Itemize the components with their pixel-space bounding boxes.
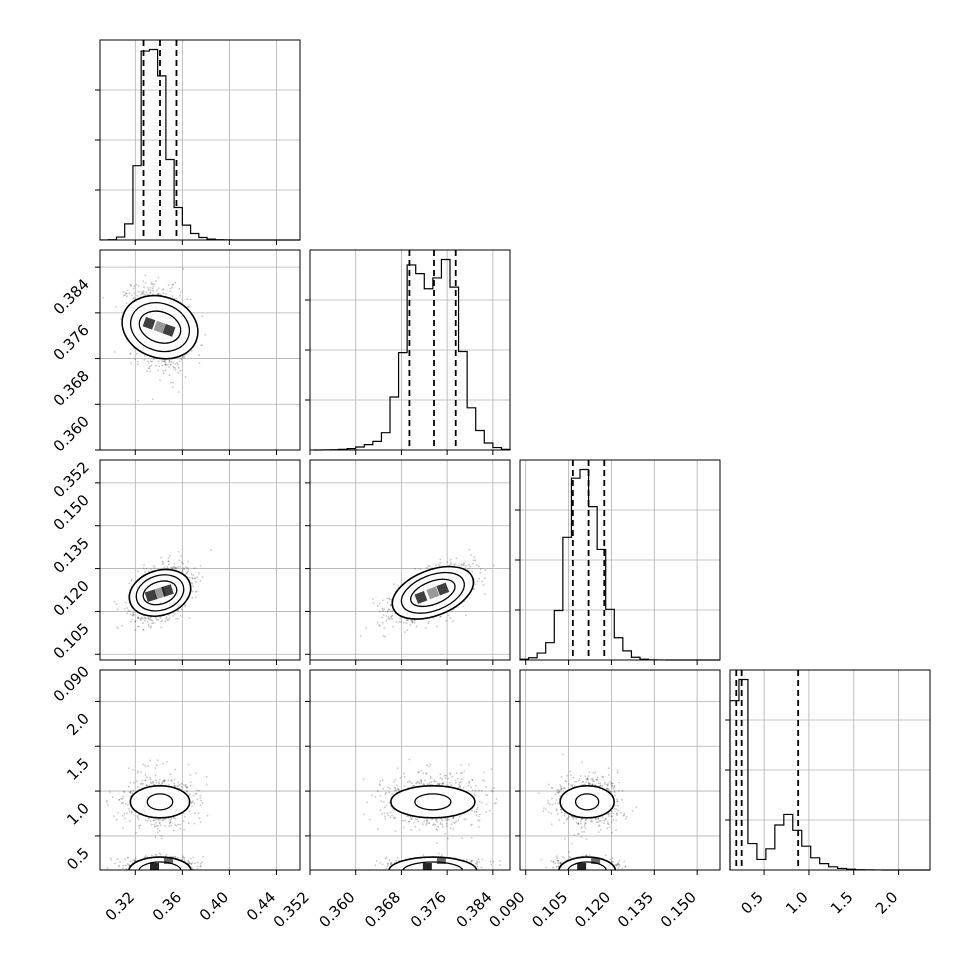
contour-outer [129, 785, 191, 819]
density-cell [162, 323, 176, 337]
density-cell [142, 316, 156, 330]
y-tick-label: 0.360 [50, 412, 93, 455]
density-cell [414, 590, 428, 604]
histogram-steps [312, 258, 511, 451]
contour-inner [567, 861, 607, 870]
contour-inner [142, 580, 178, 606]
histogram-steps [729, 678, 930, 871]
y-tick-label: 0.120 [50, 577, 93, 620]
grid-lines [520, 460, 720, 660]
x-tick-label: 0.384 [453, 888, 496, 931]
panel-frame [519, 459, 721, 661]
grid-lines [310, 670, 510, 870]
grid-lines [100, 40, 300, 240]
density-cell [150, 863, 159, 870]
histogram-panel [95, 39, 301, 245]
y-tick-label: 0.090 [50, 662, 93, 705]
density-cell [153, 320, 167, 334]
grid-lines [100, 460, 300, 660]
contour-inner [146, 793, 174, 811]
contour-outer [558, 856, 617, 870]
contour-outer [390, 785, 476, 819]
grid-lines [100, 670, 300, 870]
panel-frame [99, 39, 301, 241]
x-tick-label: 0.090 [485, 888, 528, 931]
density-cell [144, 589, 158, 602]
grid-lines [730, 670, 930, 870]
histogram-steps [519, 468, 720, 661]
density-panel [99, 459, 301, 661]
density-cell [422, 863, 432, 870]
grid-lines [520, 670, 720, 870]
x-tick-label: 0.36 [149, 888, 185, 924]
panel-frame [309, 249, 511, 451]
y-tick-label: 2.0 [63, 709, 93, 739]
y-tick-label: 1.0 [63, 799, 93, 829]
density-panel [309, 459, 511, 661]
panel-frame [99, 249, 301, 451]
y-tick-label: 0.384 [50, 275, 93, 318]
y-tick-label: 0.352 [50, 458, 93, 501]
x-tick-label: 0.5 [737, 888, 767, 918]
grid-lines [310, 460, 510, 660]
contour-inner [409, 578, 456, 608]
histogram-panel [305, 249, 511, 455]
x-tick-label: 1.0 [782, 888, 812, 918]
contour-inner [414, 793, 452, 811]
x-tick-label: 0.376 [407, 888, 450, 931]
contour-inner [402, 861, 464, 870]
density-cell [153, 586, 167, 600]
y-tick-label: 0.368 [50, 367, 93, 410]
contour-inner [138, 861, 182, 870]
y-tick-label: 0.5 [63, 844, 93, 874]
contour-inner [574, 793, 600, 811]
contour-middle [400, 571, 465, 614]
x-tick-label: 0.32 [102, 888, 138, 924]
contour-inner [138, 310, 182, 344]
panel-frame [309, 669, 511, 871]
density-panel [309, 669, 511, 871]
x-tick-label: 0.150 [657, 888, 700, 931]
x-tick-label: 0.40 [196, 888, 232, 924]
x-tick-label: 2.0 [872, 888, 902, 918]
x-tick-label: 0.360 [315, 888, 358, 931]
density-cell [161, 584, 174, 597]
y-tick-label: 0.135 [50, 534, 93, 577]
x-tick-label: 0.135 [614, 888, 657, 931]
density-panel [99, 669, 301, 871]
panel-frame [729, 669, 931, 871]
histogram-panel [515, 459, 721, 665]
x-tick-label: 0.120 [571, 888, 614, 931]
panel-frame [309, 459, 511, 661]
density-cell [426, 586, 440, 600]
x-tick-label: 0.368 [361, 888, 404, 931]
x-tick-label: 1.5 [827, 888, 857, 918]
x-tick-label: 0.105 [528, 888, 571, 931]
contour-middle [129, 302, 191, 353]
histogram-panel [725, 669, 931, 871]
density-cell [577, 863, 587, 870]
contour-middle [135, 574, 185, 612]
panel-frame [99, 459, 301, 661]
density-cell [436, 582, 450, 596]
density-panel [519, 669, 721, 871]
y-tick-label: 0.150 [50, 491, 93, 534]
density-panel [99, 249, 301, 451]
density-cell [591, 858, 601, 865]
density-cell [436, 858, 446, 865]
y-tick-label: 1.5 [63, 754, 93, 784]
y-tick-label: 0.376 [50, 321, 93, 364]
panel-frame [99, 669, 301, 871]
contour-outer [128, 856, 192, 870]
contour-outer [388, 856, 478, 870]
x-tick-label: 0.352 [270, 888, 313, 931]
density-cell [164, 858, 173, 865]
histogram-steps [99, 48, 300, 241]
contour-outer [559, 785, 615, 819]
panel-frame [519, 669, 721, 871]
grid-lines [100, 250, 300, 450]
y-tick-label: 0.105 [50, 620, 93, 663]
contour-outer [391, 565, 475, 620]
